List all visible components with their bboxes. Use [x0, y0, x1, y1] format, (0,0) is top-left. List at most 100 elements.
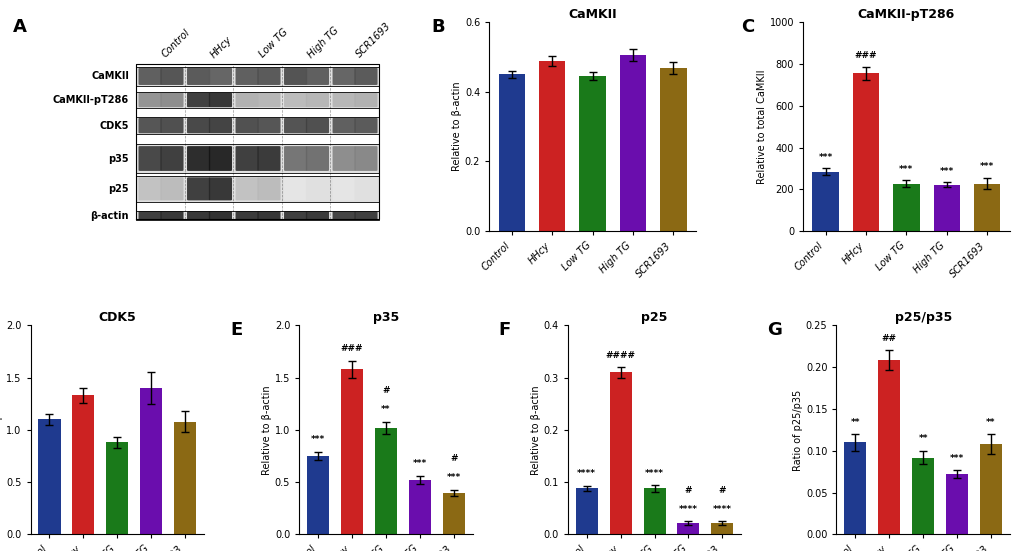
FancyBboxPatch shape [139, 93, 162, 107]
Bar [893, 183, 919, 231]
FancyBboxPatch shape [283, 68, 307, 85]
Text: p35: p35 [108, 154, 128, 164]
Y-axis label: Relative to β-actin: Relative to β-actin [451, 82, 462, 171]
Bar [911, 457, 933, 534]
Bar [677, 523, 699, 534]
Text: ##: ## [880, 334, 896, 343]
Bar [620, 55, 645, 231]
Bar [852, 73, 878, 231]
FancyBboxPatch shape [139, 146, 162, 171]
Title: p25: p25 [641, 311, 667, 324]
Title: p35: p35 [372, 311, 398, 324]
Bar [979, 444, 1001, 534]
Text: A: A [13, 18, 26, 36]
FancyBboxPatch shape [257, 211, 280, 220]
Bar [932, 185, 959, 231]
FancyBboxPatch shape [306, 211, 329, 220]
Text: ****: **** [644, 469, 663, 478]
Bar [973, 183, 1000, 231]
FancyBboxPatch shape [306, 68, 329, 85]
Y-axis label: Relative to β-actin: Relative to β-actin [262, 385, 272, 475]
Y-axis label: Relative to β-actin: Relative to β-actin [0, 385, 3, 475]
Text: ###: ### [854, 51, 876, 60]
Text: ***: *** [949, 453, 963, 462]
FancyBboxPatch shape [160, 211, 183, 220]
Text: E: E [229, 321, 242, 339]
FancyBboxPatch shape [283, 211, 307, 220]
Text: #: # [684, 486, 692, 495]
Bar [307, 456, 329, 534]
Bar [609, 372, 631, 534]
FancyBboxPatch shape [283, 146, 307, 171]
Text: ****: **** [577, 469, 596, 478]
FancyBboxPatch shape [354, 93, 377, 107]
FancyBboxPatch shape [354, 211, 377, 220]
Text: ***: *** [899, 165, 913, 174]
Bar [174, 422, 196, 534]
FancyBboxPatch shape [332, 177, 356, 201]
Text: ***: *** [938, 166, 953, 176]
Bar [877, 360, 900, 534]
FancyBboxPatch shape [257, 68, 280, 85]
FancyBboxPatch shape [332, 211, 356, 220]
FancyBboxPatch shape [235, 68, 259, 85]
Text: ###: ### [340, 344, 363, 353]
FancyBboxPatch shape [160, 68, 183, 85]
Text: #: # [717, 486, 726, 495]
Text: p25: p25 [108, 184, 128, 194]
FancyBboxPatch shape [186, 118, 210, 133]
Text: ***: *** [311, 435, 325, 444]
FancyBboxPatch shape [332, 93, 356, 107]
FancyBboxPatch shape [306, 93, 329, 107]
Bar [442, 493, 465, 534]
FancyBboxPatch shape [139, 177, 162, 201]
Bar [659, 68, 686, 231]
Bar [579, 76, 605, 231]
FancyBboxPatch shape [160, 118, 183, 133]
Text: Control: Control [160, 28, 193, 60]
FancyBboxPatch shape [257, 93, 280, 107]
Text: High TG: High TG [306, 25, 340, 60]
Text: ****: **** [679, 505, 697, 514]
FancyBboxPatch shape [160, 93, 183, 107]
Bar [140, 388, 162, 534]
Bar [643, 488, 664, 534]
Bar [106, 442, 128, 534]
Title: CaMKII-pT286: CaMKII-pT286 [857, 8, 954, 21]
Text: **: ** [917, 434, 927, 443]
FancyBboxPatch shape [257, 146, 280, 171]
FancyBboxPatch shape [186, 146, 210, 171]
FancyBboxPatch shape [139, 68, 162, 85]
FancyBboxPatch shape [209, 68, 231, 85]
FancyBboxPatch shape [235, 177, 259, 201]
Text: **: ** [850, 418, 859, 426]
Text: CaMKII: CaMKII [91, 72, 128, 82]
FancyBboxPatch shape [283, 118, 307, 133]
Y-axis label: Relative to total CaMKII: Relative to total CaMKII [756, 69, 766, 184]
Title: CaMKII: CaMKII [568, 8, 616, 21]
Text: #: # [449, 454, 457, 463]
Bar [710, 523, 733, 534]
FancyBboxPatch shape [283, 177, 307, 201]
Bar [136, 117, 378, 134]
Bar [498, 74, 525, 231]
FancyBboxPatch shape [160, 146, 183, 171]
Text: **: ** [985, 418, 995, 426]
FancyBboxPatch shape [235, 118, 259, 133]
FancyBboxPatch shape [209, 211, 231, 220]
Text: HHcy: HHcy [209, 34, 234, 60]
FancyBboxPatch shape [209, 146, 231, 171]
Text: C: C [740, 18, 753, 36]
FancyBboxPatch shape [235, 93, 259, 107]
Text: ****: **** [712, 505, 731, 514]
Text: #: # [382, 386, 389, 395]
FancyBboxPatch shape [186, 177, 210, 201]
Bar [136, 67, 378, 86]
FancyBboxPatch shape [235, 211, 259, 220]
FancyBboxPatch shape [186, 211, 210, 220]
Text: B: B [431, 18, 444, 36]
Bar [39, 419, 60, 534]
FancyBboxPatch shape [209, 177, 231, 201]
FancyBboxPatch shape [354, 118, 377, 133]
Bar [538, 61, 565, 231]
